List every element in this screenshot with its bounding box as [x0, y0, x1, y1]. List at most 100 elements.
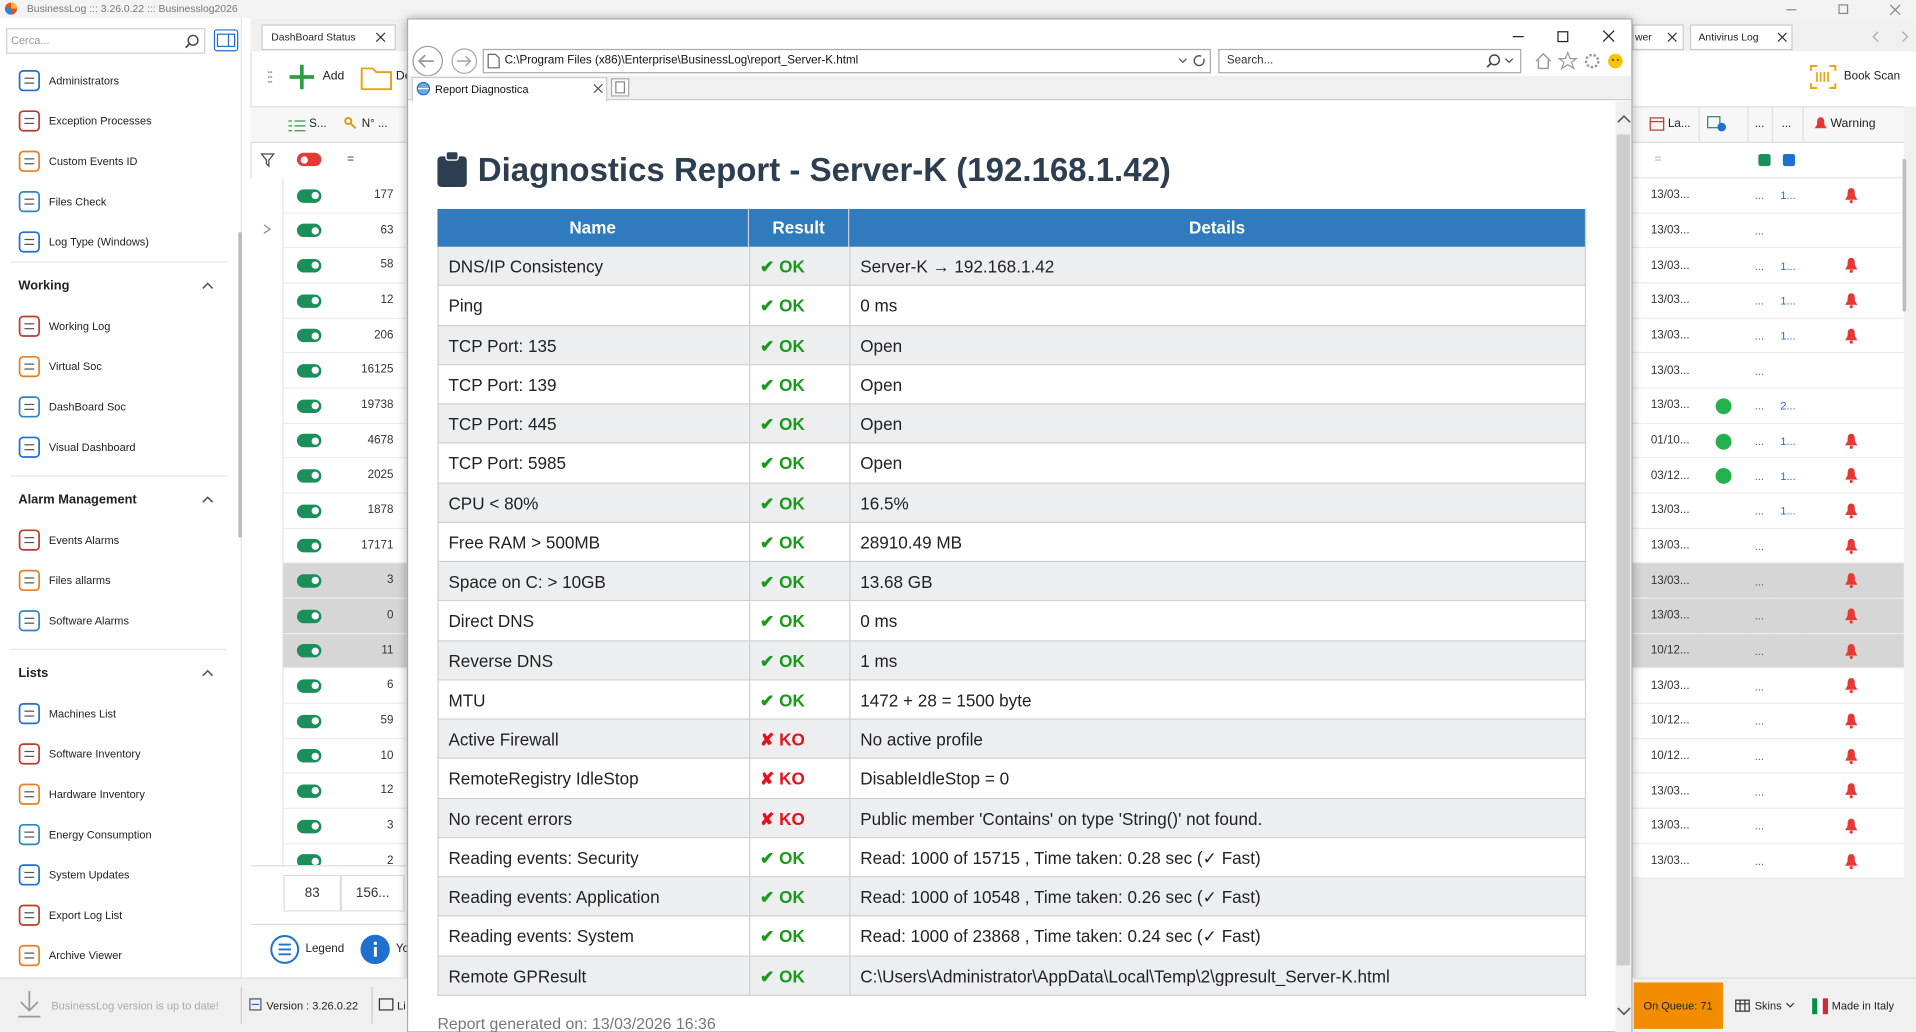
- check-details: No active profile: [860, 729, 983, 750]
- log-more: ...: [1754, 399, 1764, 413]
- nav-item[interactable]: Files Check: [48, 195, 107, 208]
- log-more: ...: [1754, 470, 1764, 483]
- nav-item[interactable]: Machines List: [48, 707, 117, 720]
- section-chevron: [202, 669, 214, 677]
- log-more: ...: [1754, 575, 1764, 588]
- check-name: CPU < 80%: [448, 493, 539, 513]
- log-date: 13/03...: [1650, 538, 1690, 553]
- check-result: ✔ OK: [760, 847, 805, 868]
- col-divider: [849, 917, 851, 957]
- check-details: Public member 'Contains' on type 'String…: [860, 808, 1263, 829]
- nav-item[interactable]: Working Log: [48, 320, 111, 333]
- nav-item[interactable]: Virtual Soc: [48, 360, 102, 373]
- col-divider: [749, 680, 751, 720]
- report-column-header: Name: [437, 208, 750, 247]
- nav-item[interactable]: Files allarms: [48, 574, 111, 587]
- warning-bell: [1845, 188, 1858, 204]
- log-more: ...: [1754, 329, 1764, 343]
- report-column-header: Result: [749, 208, 850, 247]
- version-label: Version : 3.26.0.22: [266, 999, 359, 1012]
- tab-close: [1777, 32, 1787, 42]
- nav-icon: [18, 702, 40, 725]
- log-more: ...: [1754, 364, 1764, 378]
- nav-item[interactable]: Archive Viewer: [48, 949, 123, 962]
- toggle-knob: [311, 787, 319, 795]
- report-row: [437, 680, 1587, 720]
- check-name: Remote GPResult: [448, 966, 587, 986]
- log-row: [1632, 283, 1904, 319]
- book-scan-button[interactable]: Book Scan: [1843, 69, 1901, 84]
- queue-badge: [1633, 982, 1723, 1029]
- nav-icon: [18, 944, 40, 967]
- check-name: TCP Port: 445: [448, 414, 557, 434]
- nav-item[interactable]: Administrators: [48, 74, 120, 87]
- log-row: [1632, 598, 1904, 634]
- tab-arrows: [1872, 31, 1909, 42]
- tab-close: [1667, 32, 1677, 42]
- toggle-knob: [311, 472, 319, 480]
- col-divider: [749, 443, 751, 484]
- toggle-knob: [311, 437, 319, 445]
- log-more: ...: [1754, 820, 1764, 833]
- col-divider: [849, 956, 851, 996]
- toggle-knob: [311, 191, 319, 200]
- nav-item[interactable]: Exception Processes: [48, 114, 152, 128]
- nav-section-title[interactable]: Lists: [18, 665, 49, 681]
- col-icon: [1707, 116, 1726, 132]
- check-result: ✔ OK: [760, 571, 805, 592]
- info-button[interactable]: Yo: [395, 942, 410, 956]
- nav-item[interactable]: Events Alarms: [48, 533, 120, 547]
- license-icon: [378, 998, 394, 1011]
- nav-item[interactable]: Export Log List: [48, 909, 123, 922]
- nav-item[interactable]: DashBoard Soc: [48, 400, 126, 414]
- col-divider: [849, 680, 851, 720]
- key-icon: [344, 117, 357, 129]
- nav-item[interactable]: System Updates: [48, 868, 130, 882]
- nav-item[interactable]: Log Type (Windows): [48, 235, 149, 249]
- page-icon: [487, 53, 500, 69]
- nav-section-title[interactable]: Alarm Management: [18, 492, 137, 508]
- log-row: [1632, 458, 1904, 494]
- right-tab[interactable]: [1632, 24, 1684, 51]
- nav-item[interactable]: Custom Events ID: [48, 155, 138, 168]
- title-bar: [0, 0, 1916, 19]
- skins-button[interactable]: Skins: [1754, 999, 1782, 1012]
- report-icon: [437, 150, 467, 187]
- report-column-header: Details: [849, 208, 1587, 247]
- row-expander: [263, 224, 272, 234]
- browser-icons: [1535, 50, 1623, 70]
- legend-button[interactable]: Legend: [305, 942, 345, 956]
- warning-bell: [1845, 713, 1858, 729]
- log-date: 13/03...: [1650, 678, 1690, 693]
- browser-tab[interactable]: [411, 76, 608, 102]
- nav-item[interactable]: Visual Dashboard: [48, 441, 136, 454]
- toggle-knob: [311, 682, 319, 690]
- nav-item[interactable]: Energy Consumption: [48, 828, 152, 841]
- section-chevron: [202, 496, 214, 503]
- browser-tab-label: Report Diagnostica: [435, 83, 529, 96]
- col-divider: [749, 404, 751, 444]
- log-row: [1632, 773, 1904, 809]
- add-button[interactable]: Add: [322, 69, 345, 84]
- right-col: ...: [1781, 117, 1792, 131]
- check-details: Open: [860, 374, 903, 395]
- right-col: La...: [1667, 117, 1691, 131]
- nav-item[interactable]: Hardware Inventory: [48, 788, 145, 801]
- check-details: Read: 1000 of 23868 , Time taken: 0.24 s…: [860, 926, 1261, 947]
- right-col: ...: [1754, 117, 1765, 131]
- right-tab[interactable]: [1689, 24, 1793, 51]
- nav-icon: [18, 529, 40, 551]
- nav-item[interactable]: Software Alarms: [48, 614, 129, 627]
- toolbar-grip: [267, 71, 273, 83]
- grid-tab[interactable]: [261, 24, 396, 51]
- check-result: ✘ KO: [760, 769, 805, 789]
- check-result: ✔ OK: [760, 611, 805, 631]
- nav-section-title[interactable]: Working: [18, 278, 70, 294]
- check-details: 16.5%: [860, 493, 909, 513]
- report-row: [437, 759, 1587, 799]
- log-row: [1632, 703, 1904, 739]
- nav-icon: [18, 190, 40, 213]
- nav-item[interactable]: Software Inventory: [48, 747, 141, 761]
- col-divider: [749, 798, 751, 839]
